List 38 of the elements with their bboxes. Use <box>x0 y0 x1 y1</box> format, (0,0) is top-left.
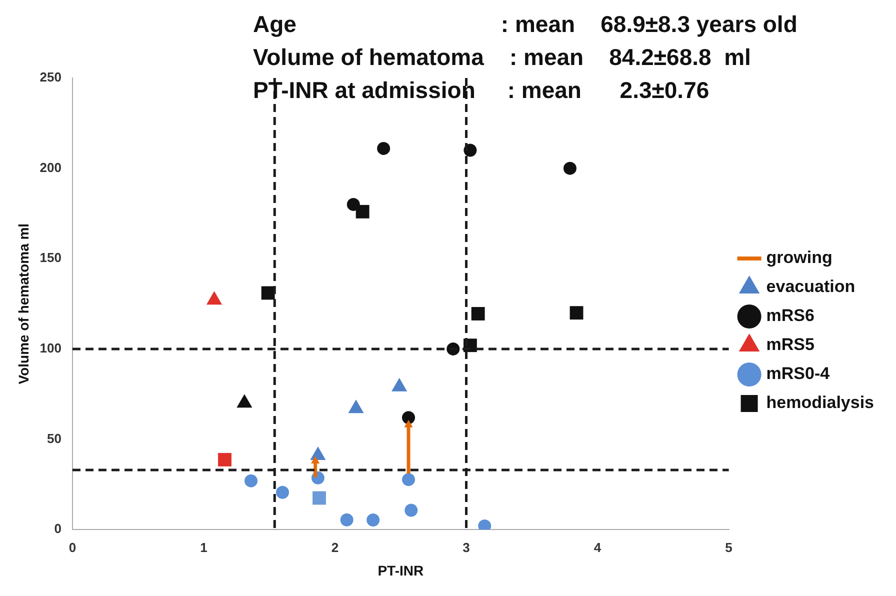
y-tick-label: 200 <box>40 160 62 175</box>
point <box>276 486 290 499</box>
point <box>340 513 354 526</box>
x-tick-label: 4 <box>594 540 602 555</box>
point <box>404 504 418 517</box>
legend-label: growing <box>766 248 832 268</box>
legend-label: mRS0-4 <box>766 364 830 384</box>
y-axis-title: Volume of hematoma ml <box>15 223 32 384</box>
y-tick-label: 100 <box>40 340 62 356</box>
point <box>377 142 390 155</box>
point <box>218 452 232 466</box>
point <box>244 474 258 488</box>
legend-label: hemodialysis <box>766 393 874 412</box>
x-tick-label: 1 <box>200 540 208 555</box>
legend-label: evacuation <box>766 277 856 296</box>
y-tick-label: 150 <box>40 250 62 266</box>
y-tick-label: 50 <box>47 430 62 446</box>
point <box>563 162 576 175</box>
y-tick-label: 0 <box>54 521 62 536</box>
point <box>346 198 360 211</box>
legend-label: mRS5 <box>766 335 814 354</box>
point <box>356 204 370 218</box>
point <box>471 307 485 320</box>
point <box>402 473 416 486</box>
text: Age : mean 68.9±8.3 years old <box>253 10 798 37</box>
legend-label: mRS6 <box>766 306 814 326</box>
x-tick-label: 0 <box>68 540 76 555</box>
point <box>261 286 275 300</box>
annotation: PT-INR at admission : mean 2.3±0.76 <box>253 76 710 103</box>
x-tick-label: 3 <box>462 540 470 555</box>
y-tick-label: 250 <box>40 70 62 85</box>
point <box>570 306 584 320</box>
point <box>366 514 380 527</box>
x-tick-label: 2 <box>331 540 339 555</box>
text: Volume of hematoma : mean 84.2±68.8 ml <box>253 44 751 70</box>
x-tick-label: 5 <box>725 540 732 555</box>
point <box>312 491 326 505</box>
x-axis-title: PT-INR <box>378 562 424 578</box>
